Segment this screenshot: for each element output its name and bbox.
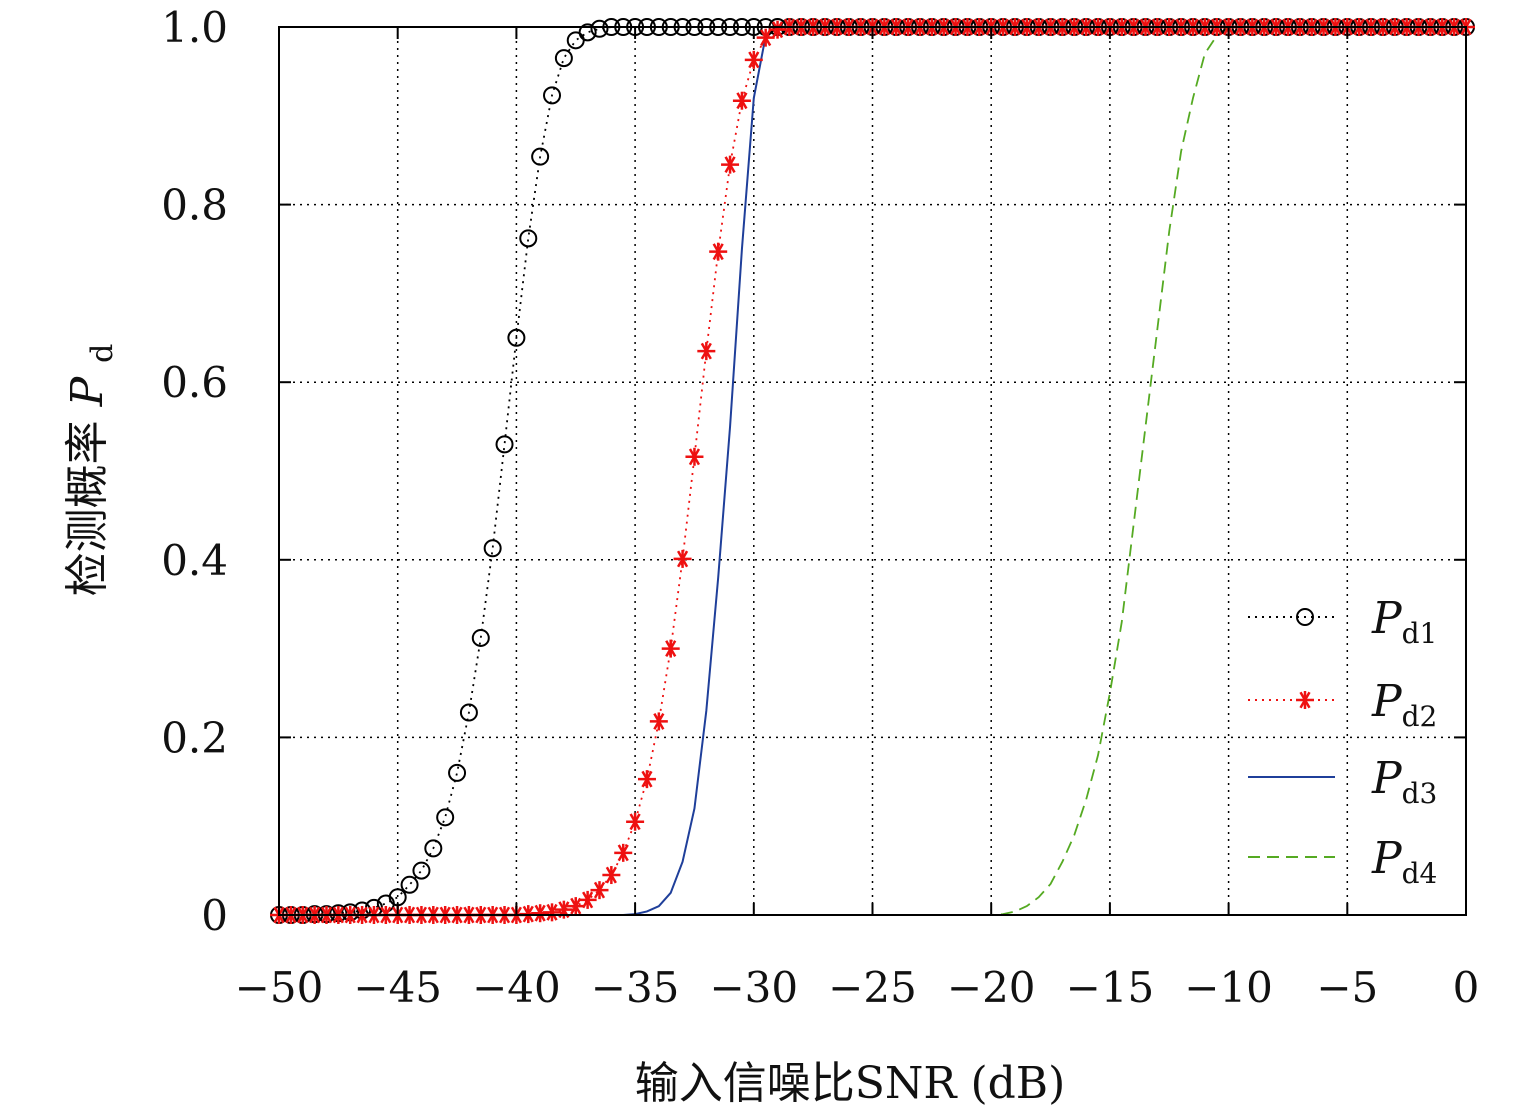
- data-point-circle: [459, 703, 478, 722]
- data-point-star: [744, 50, 763, 69]
- data-point-star: [578, 890, 597, 909]
- data-point-star: [685, 447, 704, 466]
- data-point-circle: [519, 229, 538, 248]
- data-point-star: [614, 843, 633, 862]
- y-tick-label: 0.2: [161, 713, 228, 762]
- grid-lines: [279, 27, 1466, 915]
- x-tick-label: −15: [1066, 963, 1155, 1012]
- data-point-star: [649, 712, 668, 731]
- x-axis-title: 输入信噪比SNR (dB): [635, 1058, 1066, 1109]
- data-point-circle: [400, 875, 419, 894]
- data-point-circle: [566, 31, 585, 50]
- data-point-circle: [543, 86, 562, 105]
- y-axis-title-var: P: [62, 375, 113, 407]
- legend-label: Pd3: [1371, 753, 1437, 810]
- data-point-circle: [507, 328, 526, 347]
- data-point-circle: [448, 763, 467, 782]
- legend-label-var: P: [1371, 833, 1403, 884]
- data-point-star: [732, 91, 751, 110]
- data-point-star: [756, 28, 775, 47]
- data-point-star: [697, 342, 716, 361]
- x-tick-label: −35: [591, 963, 680, 1012]
- legend-item-d2: Pd2: [1248, 676, 1437, 733]
- x-tick-label: −25: [828, 963, 917, 1012]
- data-point-star: [637, 770, 656, 789]
- data-point-star: [590, 881, 609, 900]
- legend-label-sub: d4: [1402, 857, 1438, 890]
- data-point-star: [602, 866, 621, 885]
- data-point-circle: [1296, 608, 1314, 626]
- data-point-star: [721, 155, 740, 174]
- x-tick-label: −5: [1316, 963, 1378, 1012]
- legend-label-var: P: [1371, 676, 1403, 727]
- y-tick-label: 0.8: [161, 181, 228, 230]
- data-point-star: [768, 20, 787, 39]
- data-point-circle: [424, 839, 443, 858]
- y-axis-title-main: 检测概率: [62, 420, 113, 596]
- legend-label-sub: d3: [1402, 777, 1438, 810]
- x-tick-label: −40: [472, 963, 561, 1012]
- data-point-star: [661, 639, 680, 658]
- legend-label: Pd4: [1371, 833, 1437, 890]
- data-point-circle: [554, 49, 573, 68]
- x-tick-label: −20: [947, 963, 1036, 1012]
- data-point-circle: [495, 435, 514, 454]
- y-tick-label: 0.6: [161, 358, 228, 407]
- data-point-star: [673, 549, 692, 568]
- x-tick-label: −10: [1184, 963, 1273, 1012]
- x-tick-label: −30: [709, 963, 798, 1012]
- x-tick-label: −45: [353, 963, 442, 1012]
- x-tick-label: −50: [235, 963, 324, 1012]
- data-point-circle: [436, 808, 455, 827]
- y-tick-label: 0: [201, 891, 228, 940]
- data-point-circle: [483, 539, 502, 558]
- legend-label-sub: d1: [1402, 617, 1438, 650]
- y-tick-label: 1.0: [161, 3, 228, 52]
- data-point-circle: [471, 628, 490, 647]
- axis-ticks: −50 −45 −40 −35 −30 −25 −20 −15 −10 −5 000.20.40.6…: [161, 3, 1479, 1012]
- legend-label: Pd1: [1371, 593, 1437, 650]
- data-point-circle: [531, 147, 550, 166]
- x-tick-label: 0: [1453, 963, 1480, 1012]
- data-point-star: [543, 903, 562, 922]
- y-axis-title: 检测概率 P d: [62, 344, 120, 597]
- legend-item-d4: Pd4: [1248, 833, 1437, 890]
- y-tick-label: 0.4: [161, 536, 228, 585]
- y-axis-title-sub: d: [85, 344, 120, 363]
- legend-item-d1: Pd1: [1248, 593, 1437, 650]
- legend-item-d3: Pd3: [1248, 753, 1437, 810]
- data-point-star: [1296, 691, 1314, 709]
- legend-label-var: P: [1371, 753, 1403, 804]
- data-point-circle: [578, 23, 597, 42]
- legend-label: Pd2: [1371, 676, 1437, 733]
- legend-label-sub: d2: [1402, 700, 1438, 733]
- data-point-circle: [590, 19, 609, 38]
- data-point-star: [709, 242, 728, 261]
- data-point-star: [531, 904, 550, 923]
- data-point-star: [626, 812, 645, 831]
- data-point-circle: [412, 861, 431, 880]
- legend-label-var: P: [1371, 593, 1403, 644]
